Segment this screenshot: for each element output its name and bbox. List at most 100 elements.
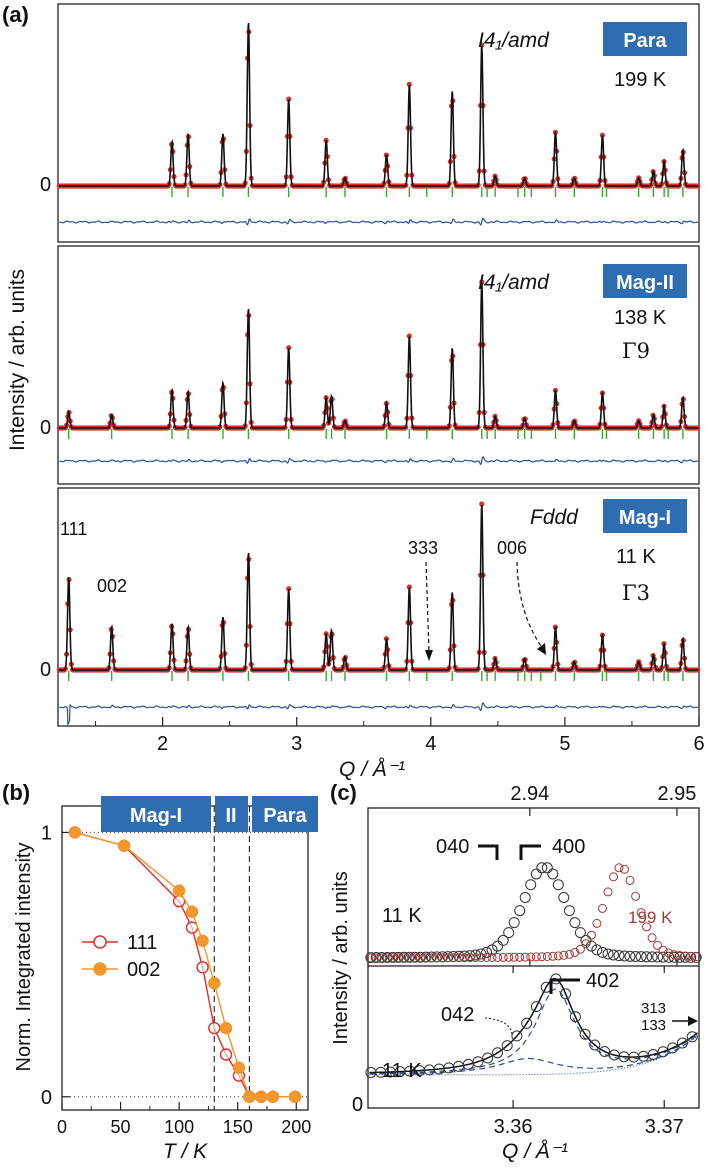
top-point-1 bbox=[410, 953, 420, 963]
annotation-002: 002 bbox=[97, 576, 127, 596]
top-point-1 bbox=[625, 875, 635, 885]
top-point-1 bbox=[515, 952, 525, 962]
top-point-0 bbox=[497, 934, 509, 946]
calculated-profile bbox=[58, 282, 699, 429]
annotation-111: 111 bbox=[60, 519, 87, 539]
bottom-point bbox=[676, 1037, 688, 1049]
top-point-0 bbox=[657, 951, 669, 963]
top-point-1 bbox=[647, 933, 657, 943]
panel-c-zero: 0 bbox=[352, 1094, 363, 1116]
top-point-1 bbox=[664, 948, 674, 958]
bottom-point bbox=[686, 1031, 698, 1043]
panel-a-x-axis: 2 3 4 5 6 bbox=[95, 717, 705, 755]
x-tick-label: 4 bbox=[425, 733, 436, 755]
top-point-0 bbox=[580, 934, 592, 946]
top-point-0 bbox=[608, 949, 619, 961]
data-point-111 bbox=[208, 1021, 221, 1035]
bottom-point bbox=[579, 1028, 591, 1040]
top-point-1 bbox=[443, 953, 453, 963]
top-point-1 bbox=[504, 952, 514, 962]
label-top-11K: 11 K bbox=[382, 905, 422, 927]
top-point-0 bbox=[663, 951, 675, 963]
top-point-0 bbox=[624, 950, 636, 962]
panel-a-plots bbox=[56, 23, 701, 727]
observed-point bbox=[406, 333, 412, 339]
top-point-1 bbox=[598, 903, 607, 913]
top-point-1 bbox=[570, 947, 580, 957]
label-133: 133 bbox=[641, 1017, 666, 1034]
annotation-333: 333 bbox=[408, 538, 438, 558]
top-point-1 bbox=[537, 952, 547, 962]
label-313: 313 bbox=[641, 1000, 666, 1017]
top-point-0 bbox=[630, 951, 642, 962]
top-point-1 bbox=[586, 930, 596, 940]
arrow-313-head bbox=[688, 1016, 698, 1026]
legend-002-marker bbox=[93, 962, 107, 976]
top-point-0 bbox=[635, 951, 647, 963]
top-point-0 bbox=[508, 917, 520, 929]
x-tick-label: 50 bbox=[111, 1117, 131, 1137]
data-point-002 bbox=[68, 826, 82, 839]
data-point-002 bbox=[208, 976, 221, 990]
observed-point bbox=[286, 96, 292, 102]
panel-b-xlabel: T / K bbox=[163, 1140, 208, 1163]
badge-magI-b-text: Mag-I bbox=[130, 805, 182, 827]
top-point-0 bbox=[470, 949, 482, 961]
data-point-002 bbox=[266, 1090, 280, 1104]
data-point-111 bbox=[219, 1048, 233, 1061]
temp-mag1: 11 K bbox=[616, 546, 656, 568]
top-point-1 bbox=[449, 953, 458, 963]
legend-002-label: 002 bbox=[127, 959, 160, 981]
top-point-1 bbox=[636, 908, 646, 918]
top-point-0 bbox=[503, 927, 515, 939]
top-point-1 bbox=[592, 918, 602, 928]
top-point-1 bbox=[653, 940, 663, 950]
top-point-0 bbox=[459, 950, 470, 962]
top-point-0 bbox=[602, 948, 614, 960]
observed-point bbox=[406, 584, 412, 590]
data-point-002 bbox=[219, 1021, 233, 1035]
top-point-0 bbox=[641, 951, 653, 963]
panel-b-plot: 0 50 100 150 200 0 1 bbox=[41, 806, 311, 1137]
top-point-1 bbox=[520, 952, 530, 962]
subpanel-mag1-frame bbox=[57, 487, 700, 727]
top-point-1 bbox=[415, 953, 425, 963]
top-point-1 bbox=[564, 949, 574, 959]
irrep-mag2: Γ9 bbox=[622, 339, 650, 363]
panel-b-frame bbox=[61, 805, 309, 1111]
bottom-point bbox=[599, 1046, 611, 1057]
top-point-1 bbox=[691, 952, 701, 962]
top-point-1 bbox=[686, 951, 696, 961]
top-point-0 bbox=[392, 951, 404, 963]
label-040: 040 bbox=[436, 836, 469, 858]
badge-para-b bbox=[252, 796, 318, 832]
top-point-0 bbox=[541, 862, 553, 874]
data-point-002 bbox=[117, 839, 131, 852]
top-point-0 bbox=[381, 952, 393, 963]
panel-c-ylabel: Intensity / arb. units bbox=[330, 871, 352, 1044]
leader-042 bbox=[484, 1017, 513, 1035]
badge-mag1-text: Mag-I bbox=[619, 507, 671, 529]
badge-II-b-text: II bbox=[225, 805, 236, 827]
data-point-111 bbox=[196, 961, 209, 974]
data-point-002 bbox=[172, 884, 186, 897]
top-point-1 bbox=[548, 951, 558, 961]
top-point-1 bbox=[581, 939, 591, 949]
difference-curve bbox=[59, 702, 699, 727]
badge-II-b bbox=[215, 796, 248, 832]
observed-point bbox=[286, 586, 292, 592]
top-point-1 bbox=[509, 952, 519, 962]
zero-label-mag1: 0 bbox=[40, 659, 51, 681]
top-point-1 bbox=[631, 891, 641, 901]
top-point-0 bbox=[563, 905, 575, 917]
bottom-x-tick-label: 3.36 bbox=[494, 1116, 533, 1138]
top-point-0 bbox=[486, 944, 498, 956]
top-point-0 bbox=[376, 952, 388, 963]
arrow-333-head bbox=[425, 650, 433, 661]
bracket-040 bbox=[478, 844, 499, 860]
label-bottom-11K: 11 K bbox=[382, 1060, 422, 1082]
bottom-point bbox=[667, 1042, 679, 1054]
top-point-0 bbox=[652, 951, 664, 963]
bottom-point bbox=[492, 1047, 503, 1059]
badge-para bbox=[603, 22, 687, 56]
